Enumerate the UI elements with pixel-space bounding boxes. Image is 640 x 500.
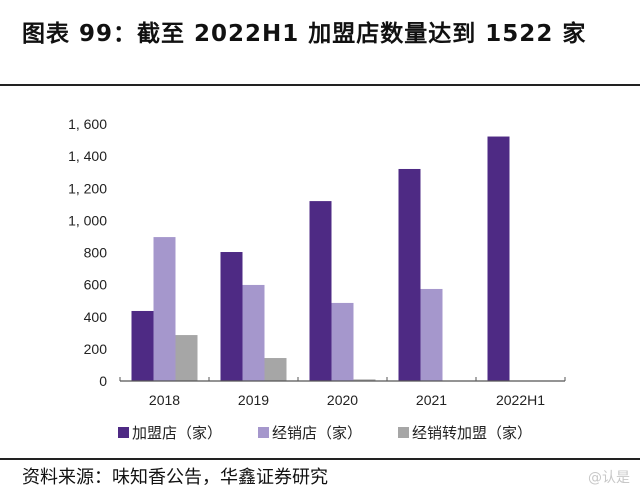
bar-2020-series-2 bbox=[353, 379, 376, 381]
bar-2020-series-1 bbox=[331, 302, 354, 381]
bar-2019-series-0 bbox=[220, 252, 243, 381]
y-tick-label: 1, 400 bbox=[68, 148, 107, 164]
legend-label-conversion: 经销转加盟（家） bbox=[412, 424, 533, 442]
y-tick-label: 400 bbox=[84, 309, 108, 325]
source-note: 资料来源：味知香公告，华鑫证券研究 bbox=[22, 467, 328, 488]
y-tick-label: 200 bbox=[84, 341, 108, 357]
x-tick-label: 2019 bbox=[238, 392, 269, 408]
legend-item-franchise: 加盟店（家） bbox=[118, 422, 222, 443]
bottom-divider bbox=[0, 458, 640, 460]
bar-2020-series-0 bbox=[309, 201, 332, 381]
bar-2021-series-1 bbox=[420, 288, 443, 381]
legend-item-conversion: 经销转加盟（家） bbox=[398, 422, 532, 443]
y-tick-label: 1, 000 bbox=[68, 212, 107, 228]
bar-chart: 0 200 400 600 800 1, 000 1, 200 1, 400 1, 600 201… bbox=[68, 116, 566, 408]
y-tick-label: 1, 600 bbox=[68, 116, 107, 132]
x-tick-label: 2020 bbox=[327, 392, 358, 408]
legend-swatch-franchise bbox=[118, 427, 129, 438]
y-tick-label: 1, 200 bbox=[68, 180, 107, 196]
chart-title: 图表 99：截至 2022H1 加盟店数量达到 1522 家 bbox=[22, 21, 587, 47]
bar-2019-series-2 bbox=[264, 358, 287, 381]
legend-label-distributor: 经销店（家） bbox=[272, 424, 363, 442]
legend-item-distributor: 经销店（家） bbox=[258, 422, 362, 443]
x-tick-label: 2022H1 bbox=[496, 392, 545, 408]
y-tick-label: 0 bbox=[99, 373, 107, 389]
legend-swatch-conversion bbox=[398, 427, 410, 438]
legend-swatch-distributor bbox=[258, 427, 270, 438]
top-divider bbox=[0, 84, 640, 86]
legend: 加盟店（家） 经销店（家） 经销转加盟（家） bbox=[118, 422, 532, 443]
watermark: @认是 bbox=[588, 470, 630, 486]
y-tick-label: 800 bbox=[84, 245, 108, 261]
bar-2021-series-0 bbox=[398, 168, 421, 381]
x-tick-label: 2018 bbox=[149, 392, 180, 408]
bar-2019-series-1 bbox=[242, 284, 265, 381]
bar-2018-series-2 bbox=[175, 335, 198, 381]
legend-label-franchise: 加盟店（家） bbox=[132, 424, 223, 442]
x-tick-label: 2021 bbox=[416, 392, 447, 408]
bar-2018-series-0 bbox=[131, 310, 154, 381]
bar-2018-series-1 bbox=[153, 237, 176, 381]
y-tick-label: 600 bbox=[84, 277, 108, 293]
bar-2022H1-series-0 bbox=[487, 136, 510, 381]
